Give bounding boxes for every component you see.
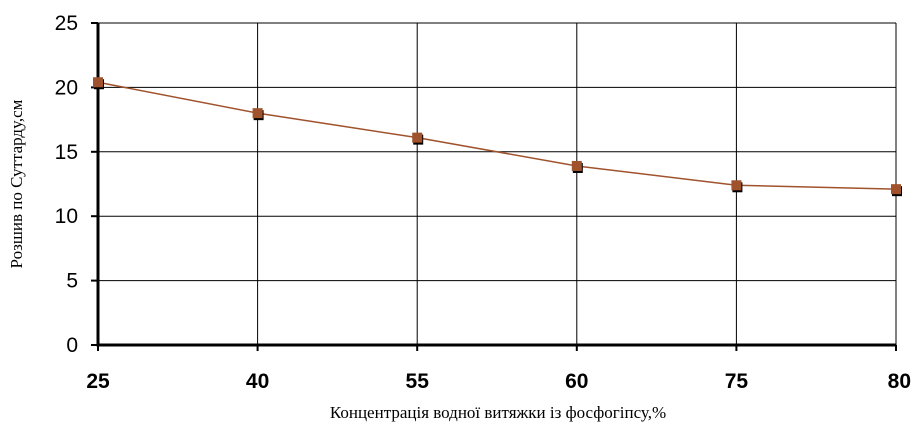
data-point <box>93 77 103 88</box>
x-axis-title: Концентрація водної витяжки із фосфогіпс… <box>330 403 666 422</box>
y-axis-title: Розшив по Суттарду,см <box>7 99 26 268</box>
x-tick-label: 60 <box>565 370 588 393</box>
x-tick-label: 75 <box>725 370 749 393</box>
series-line <box>97 81 897 190</box>
grid-lines <box>98 22 897 345</box>
y-tick-label: 20 <box>55 76 78 99</box>
x-tick-label: 55 <box>406 370 430 393</box>
data-point <box>891 184 901 195</box>
x-tick-label: 80 <box>888 370 911 393</box>
y-tick-label: 10 <box>55 205 78 228</box>
data-point <box>571 160 582 171</box>
y-tick-label: 5 <box>66 270 78 293</box>
data-point <box>731 180 742 191</box>
x-axis-ticks: 25 40 55 60 75 80 <box>86 345 911 393</box>
data-point <box>412 132 423 143</box>
y-tick-label: 15 <box>55 141 78 164</box>
data-series <box>93 77 902 197</box>
y-tick-label: 25 <box>55 12 78 35</box>
y-axis-ticks: 0 5 10 15 20 25 <box>55 12 98 357</box>
x-tick-label: 40 <box>246 370 269 393</box>
y-tick-label: 0 <box>66 334 78 357</box>
chart-axes <box>96 23 896 347</box>
data-point <box>252 108 263 119</box>
x-tick-label: 25 <box>86 370 110 393</box>
